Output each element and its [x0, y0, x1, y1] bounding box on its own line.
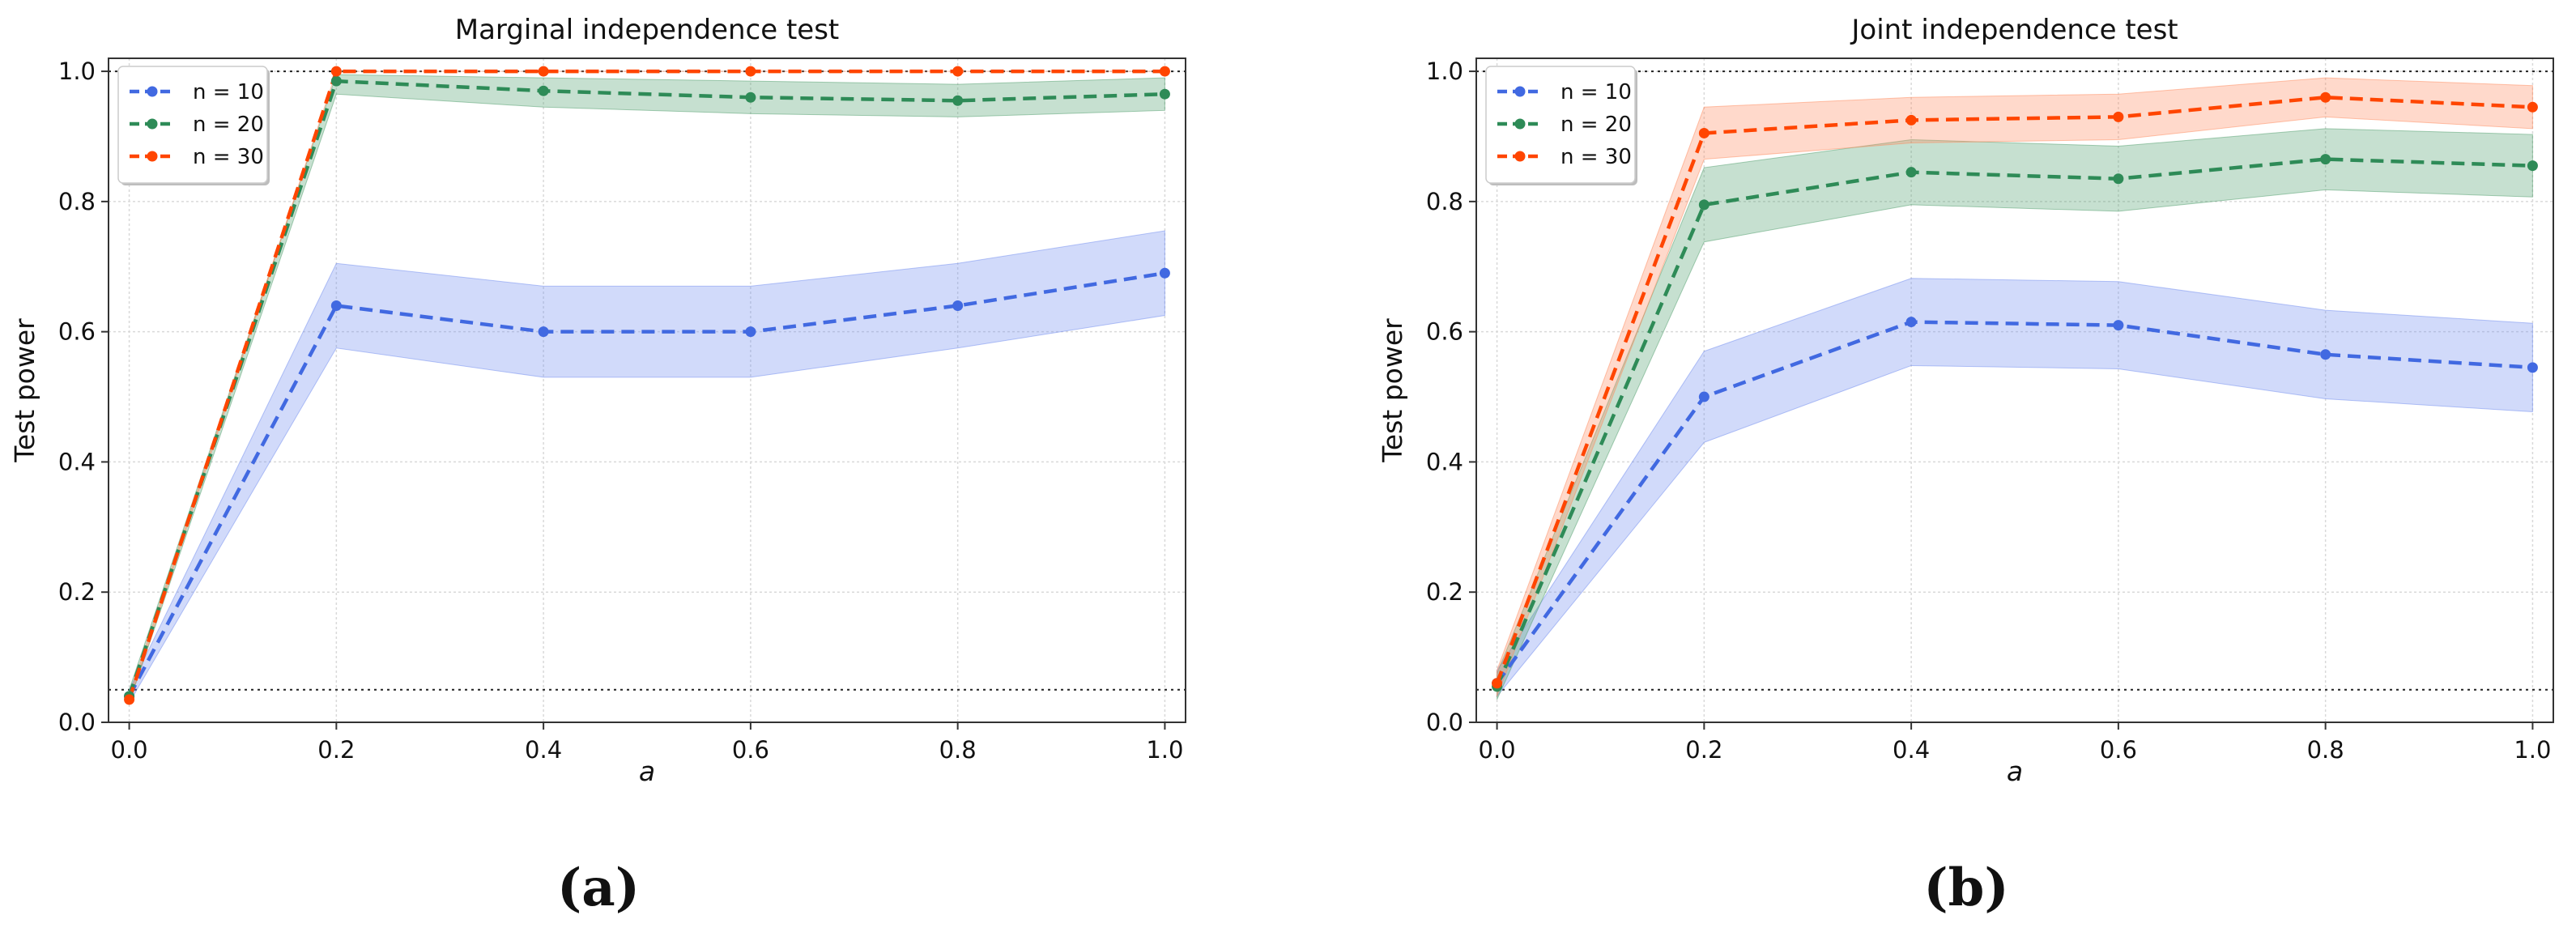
legend-label: n = 20 [193, 113, 264, 137]
y-tick-label: 0.2 [58, 578, 96, 606]
y-tick-label: 0.0 [58, 709, 96, 736]
data-point [330, 75, 342, 87]
y-tick-label: 0.8 [58, 188, 96, 215]
data-point [1159, 267, 1170, 279]
legend: n = 10 n = 20 n = 30 [117, 66, 270, 185]
panel-marginal: 0.0 0.2 0.4 0.6 0.8 1.0 0.0 0.2 0.4 0.6 0.8 1.0 Ma… [9, 14, 1186, 918]
x-tick-label: 1.0 [1146, 736, 1183, 764]
x-tick-label: 0.8 [2307, 736, 2344, 764]
plot-frame [1475, 57, 2554, 723]
data-point [1492, 678, 1503, 689]
data-point [2527, 160, 2538, 172]
series-line-1 [127, 271, 1165, 697]
data-point [538, 326, 549, 338]
data-point [538, 66, 549, 77]
x-tick-label: 0.6 [732, 736, 769, 764]
x-tick-label: 0.8 [939, 736, 977, 764]
data-point [1159, 88, 1170, 100]
data-point [330, 66, 342, 77]
confidence-band-series-3 [1497, 77, 2533, 697]
legend-label: n = 10 [1561, 80, 1632, 104]
data-point [124, 694, 135, 705]
series-line-3 [1495, 95, 2533, 684]
x-axis-label: a [2007, 756, 2023, 787]
data-point [2113, 111, 2124, 122]
data-point [2527, 362, 2538, 373]
panel-joint: 0.0 0.2 0.4 0.6 0.8 1.0 0.0 0.2 0.4 0.6 0.8 1.0 Jo… [1377, 14, 2554, 918]
confidence-band-series-1 [1497, 278, 2533, 698]
x-tick-label: 0.2 [317, 736, 355, 764]
legend-swatch-marker [147, 86, 158, 97]
x-tick-label: 0.0 [1479, 736, 1516, 764]
x-tick-label: 0.2 [1685, 736, 1722, 764]
data-point [538, 85, 549, 96]
x-tick-label: 1.0 [2514, 736, 2551, 764]
data-point [2113, 173, 2124, 185]
panel-caption: (b) [1923, 858, 2008, 918]
chart-title: Marginal independence test [455, 14, 840, 46]
series-line-2 [127, 79, 1165, 697]
data-point [745, 92, 756, 103]
data-point [952, 300, 964, 311]
y-tick-label: 0.4 [58, 448, 96, 475]
series-line-3 [127, 69, 1165, 700]
legend-label: n = 20 [1561, 113, 1632, 137]
data-point [952, 66, 964, 77]
data-point [2527, 101, 2538, 113]
data-point [1905, 114, 1917, 126]
legend-label: n = 30 [193, 145, 264, 169]
legend: n = 10 n = 20 n = 30 [1485, 66, 1637, 185]
data-point [1698, 199, 1710, 211]
x-tick-label: 0.4 [525, 736, 562, 764]
legend-label: n = 10 [193, 80, 264, 104]
legend-swatch-marker [147, 118, 158, 130]
data-point [1698, 391, 1710, 402]
data-point [1905, 167, 1917, 178]
data-point [2320, 349, 2331, 360]
data-point [1159, 66, 1170, 77]
y-tick-label: 0.6 [58, 318, 96, 346]
data-point [2320, 154, 2331, 165]
data-point [2320, 92, 2331, 103]
data-point [1905, 317, 1917, 328]
y-tick-label: 0.0 [1426, 709, 1463, 736]
plot-frame [108, 57, 1186, 723]
confidence-band-series-2 [1497, 128, 2533, 700]
series-line-1 [1495, 320, 2533, 685]
y-tick-label: 0.2 [1426, 578, 1463, 606]
data-point [1698, 127, 1710, 138]
y-tick-label: 0.8 [1426, 188, 1463, 215]
data-point [2113, 320, 2124, 331]
x-tick-label: 0.0 [111, 736, 148, 764]
series-line-2 [1495, 157, 2533, 687]
x-axis-label: a [639, 756, 655, 787]
legend-swatch-marker [1514, 118, 1526, 130]
legend-swatch-marker [147, 151, 158, 162]
legend-swatch-marker [1514, 86, 1526, 97]
legend-swatch-marker [1514, 151, 1526, 162]
panel-caption: (a) [557, 858, 640, 918]
y-tick-label: 1.0 [1426, 57, 1463, 85]
y-axis-label: Test power [9, 318, 40, 463]
data-point [952, 95, 964, 106]
y-tick-label: 0.4 [1426, 448, 1463, 475]
data-point [745, 66, 756, 77]
x-tick-label: 0.6 [2100, 736, 2137, 764]
y-tick-label: 0.6 [1426, 318, 1463, 346]
y-axis-label: Test power [1377, 318, 1408, 463]
x-tick-label: 0.4 [1893, 736, 1930, 764]
y-tick-label: 1.0 [58, 57, 96, 85]
data-point [330, 300, 342, 311]
legend-label: n = 30 [1561, 145, 1632, 169]
confidence-band-series-2 [129, 74, 1165, 704]
confidence-band-series-1 [129, 230, 1165, 705]
data-point [745, 326, 756, 338]
chart-title: Joint independence test [1850, 14, 2178, 46]
